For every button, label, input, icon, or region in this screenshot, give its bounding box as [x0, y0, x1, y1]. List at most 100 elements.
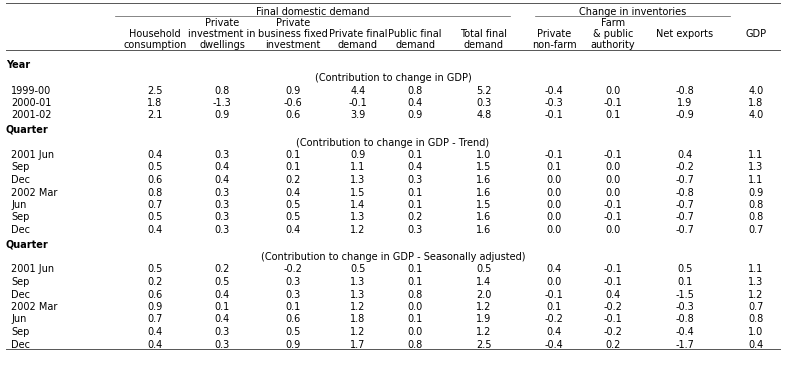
Text: business fixed: business fixed [258, 29, 328, 39]
Text: -0.1: -0.1 [545, 289, 564, 300]
Text: Household: Household [129, 29, 181, 39]
Text: 1.6: 1.6 [476, 212, 491, 222]
Text: 0.3: 0.3 [215, 339, 230, 350]
Text: 2001-02: 2001-02 [11, 111, 52, 120]
Text: 0.8: 0.8 [148, 188, 163, 197]
Text: 0.9: 0.9 [285, 339, 300, 350]
Text: 0.1: 0.1 [678, 277, 692, 287]
Text: demand: demand [338, 40, 378, 50]
Text: 0.9: 0.9 [351, 150, 365, 160]
Text: -0.1: -0.1 [604, 277, 623, 287]
Text: 0.4: 0.4 [148, 150, 163, 160]
Text: dwellings: dwellings [199, 40, 245, 50]
Text: authority: authority [591, 40, 635, 50]
Text: 1.1: 1.1 [351, 163, 365, 172]
Text: 0.8: 0.8 [748, 314, 764, 325]
Text: 0.8: 0.8 [407, 339, 423, 350]
Text: -0.8: -0.8 [676, 314, 694, 325]
Text: 0.5: 0.5 [678, 264, 692, 274]
Text: 0.0: 0.0 [407, 327, 423, 337]
Text: 2002 Mar: 2002 Mar [11, 302, 57, 312]
Text: 0.4: 0.4 [748, 339, 764, 350]
Text: 0.1: 0.1 [407, 150, 423, 160]
Text: -0.1: -0.1 [604, 264, 623, 274]
Text: 2.0: 2.0 [476, 289, 492, 300]
Text: 0.2: 0.2 [147, 277, 163, 287]
Text: 0.3: 0.3 [476, 98, 491, 108]
Text: 2002 Mar: 2002 Mar [11, 188, 57, 197]
Text: 1.6: 1.6 [476, 188, 491, 197]
Text: 0.3: 0.3 [407, 225, 423, 235]
Text: -0.6: -0.6 [284, 98, 303, 108]
Text: Jun: Jun [11, 200, 27, 210]
Text: 1.0: 1.0 [748, 327, 764, 337]
Text: 1.6: 1.6 [476, 225, 491, 235]
Text: 0.9: 0.9 [285, 86, 300, 95]
Text: 0.1: 0.1 [407, 264, 423, 274]
Text: 0.4: 0.4 [407, 98, 423, 108]
Text: -0.3: -0.3 [676, 302, 694, 312]
Text: 1.2: 1.2 [748, 289, 764, 300]
Text: -0.2: -0.2 [284, 264, 303, 274]
Text: 0.9: 0.9 [748, 188, 764, 197]
Text: 1.5: 1.5 [476, 200, 492, 210]
Text: -0.8: -0.8 [676, 188, 694, 197]
Text: 0.0: 0.0 [546, 212, 562, 222]
Text: 1.2: 1.2 [351, 327, 365, 337]
Text: 0.4: 0.4 [215, 175, 230, 185]
Text: Quarter: Quarter [6, 240, 49, 249]
Text: 0.5: 0.5 [351, 264, 365, 274]
Text: 1.5: 1.5 [351, 188, 365, 197]
Text: 0.0: 0.0 [546, 188, 562, 197]
Text: -0.4: -0.4 [545, 86, 564, 95]
Text: 0.1: 0.1 [285, 150, 300, 160]
Text: 1.4: 1.4 [351, 200, 365, 210]
Text: 2000-01: 2000-01 [11, 98, 51, 108]
Text: 1.1: 1.1 [748, 175, 764, 185]
Text: 0.6: 0.6 [148, 289, 163, 300]
Text: 0.5: 0.5 [285, 327, 301, 337]
Text: 0.2: 0.2 [605, 339, 621, 350]
Text: (Contribution to change in GDP - Trend): (Contribution to change in GDP - Trend) [296, 138, 490, 147]
Text: 0.3: 0.3 [215, 327, 230, 337]
Text: 0.1: 0.1 [215, 302, 230, 312]
Text: -0.2: -0.2 [675, 163, 695, 172]
Text: 0.1: 0.1 [605, 111, 621, 120]
Text: 1.0: 1.0 [476, 150, 491, 160]
Text: 1.2: 1.2 [476, 327, 492, 337]
Text: Dec: Dec [11, 339, 30, 350]
Text: 2.1: 2.1 [147, 111, 163, 120]
Text: Final domestic demand: Final domestic demand [255, 7, 369, 17]
Text: 1.1: 1.1 [748, 150, 764, 160]
Text: 1.2: 1.2 [351, 302, 365, 312]
Text: 0.3: 0.3 [407, 175, 423, 185]
Text: Dec: Dec [11, 225, 30, 235]
Text: 0.2: 0.2 [285, 175, 301, 185]
Text: 1.4: 1.4 [476, 277, 491, 287]
Text: Private final: Private final [329, 29, 387, 39]
Text: Net exports: Net exports [656, 29, 714, 39]
Text: -1.3: -1.3 [213, 98, 231, 108]
Text: -0.7: -0.7 [675, 200, 695, 210]
Text: 0.1: 0.1 [285, 163, 300, 172]
Text: 0.5: 0.5 [285, 212, 301, 222]
Text: 1999-00: 1999-00 [11, 86, 51, 95]
Text: -0.4: -0.4 [676, 327, 694, 337]
Text: -0.1: -0.1 [604, 212, 623, 222]
Text: 0.0: 0.0 [546, 175, 562, 185]
Text: 0.3: 0.3 [215, 188, 230, 197]
Text: 0.0: 0.0 [605, 188, 621, 197]
Text: 0.4: 0.4 [285, 225, 300, 235]
Text: 3.9: 3.9 [351, 111, 365, 120]
Text: -1.5: -1.5 [675, 289, 695, 300]
Text: 0.5: 0.5 [147, 212, 163, 222]
Text: 0.3: 0.3 [215, 212, 230, 222]
Text: 1.9: 1.9 [678, 98, 692, 108]
Text: 1.3: 1.3 [351, 289, 365, 300]
Text: 0.8: 0.8 [748, 200, 764, 210]
Text: 0.5: 0.5 [476, 264, 492, 274]
Text: -0.1: -0.1 [349, 98, 367, 108]
Text: 2001 Jun: 2001 Jun [11, 150, 54, 160]
Text: 0.8: 0.8 [748, 212, 764, 222]
Text: -0.8: -0.8 [676, 86, 694, 95]
